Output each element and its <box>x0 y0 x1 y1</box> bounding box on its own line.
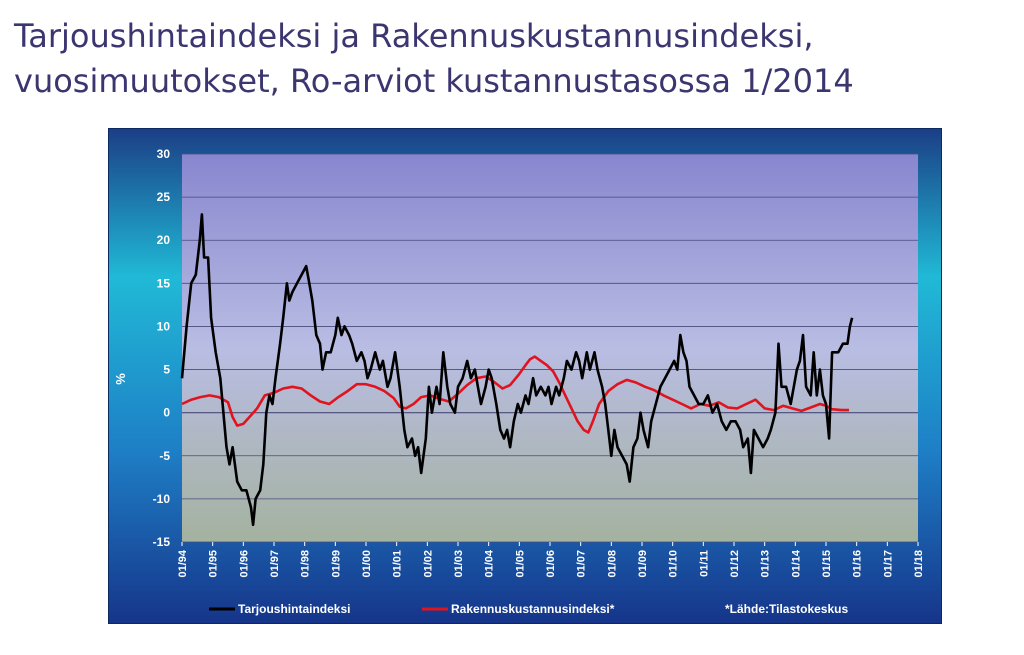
y-tick-label: -10 <box>153 492 171 506</box>
x-tick-label: 01/16 <box>852 550 864 578</box>
plot-area <box>182 154 918 542</box>
y-tick-label: 10 <box>157 319 171 333</box>
x-tick-label: 01/12 <box>729 550 741 578</box>
series-line-tarjoushintaindeksi <box>180 213 854 527</box>
series-line-rakennuskustannusindeksi <box>181 355 849 434</box>
x-tick-label: 01/10 <box>668 550 680 578</box>
slide-title-line2: vuosimuutokset, Ro-arviot kustannustasos… <box>14 62 854 100</box>
y-tick-label: 0 <box>163 406 170 420</box>
series-lines <box>180 213 854 527</box>
x-tick-label: 01/13 <box>760 550 772 578</box>
x-tick-label: 01/94 <box>177 549 189 577</box>
legend-label-tarjous: Tarjoushintaindeksi <box>238 602 350 616</box>
x-tick-label: 01/11 <box>698 550 710 577</box>
x-tick-label: 01/95 <box>208 550 220 578</box>
x-tick-label: 01/03 <box>453 550 465 578</box>
x-tick-label: 01/96 <box>238 550 250 578</box>
y-axis-ticks: 30 25 20 15 10 5 0 -5 -10 -15 <box>153 147 171 549</box>
y-tick-label: 25 <box>157 190 171 204</box>
y-axis-label: % <box>113 373 128 385</box>
slide-title: Tarjoushintaindeksi ja Rakennuskustannus… <box>14 14 1004 104</box>
x-tick-label: 01/06 <box>545 550 557 578</box>
y-tick-label: 30 <box>157 147 171 161</box>
x-tick-label: 01/07 <box>576 550 588 578</box>
x-tick-label: 01/14 <box>790 549 802 577</box>
chart-frame: 30 25 20 15 10 5 0 -5 -10 -15 01/94 01/95 01/96 01/9… <box>108 128 942 624</box>
x-tick-label: 01/05 <box>514 550 526 578</box>
y-tick-label: -15 <box>153 535 171 549</box>
x-tick-label: 01/04 <box>484 549 496 577</box>
x-tick-label: 01/00 <box>361 550 373 578</box>
y-tick-label: 5 <box>163 363 170 377</box>
x-tick-label: 01/15 <box>821 550 833 578</box>
x-tick-label: 01/08 <box>606 550 618 578</box>
y-tick-label: 15 <box>157 276 171 290</box>
x-tick-label: 01/98 <box>300 550 312 578</box>
x-axis-ticks: 01/94 01/95 01/96 01/97 01/98 01/99 01/00 01/01… <box>177 542 925 578</box>
x-tick-label: 01/17 <box>882 550 894 578</box>
x-tick-label: 01/02 <box>422 550 434 578</box>
x-tick-label: 01/09 <box>637 550 649 578</box>
source-note: *Lähde:Tilastokeskus <box>725 602 848 616</box>
x-tick-label: 01/18 <box>913 550 925 578</box>
legend: Tarjoushintaindeksi Rakennuskustannusind… <box>209 602 848 616</box>
x-tick-label: 01/99 <box>330 550 342 578</box>
x-tick-label: 01/97 <box>269 550 281 578</box>
slide-title-line1: Tarjoushintaindeksi ja Rakennuskustannus… <box>14 17 814 55</box>
x-tick-label: 01/01 <box>392 550 404 578</box>
legend-label-rakennus: Rakennuskustannusindeksi* <box>451 602 615 616</box>
y-tick-label: -5 <box>159 449 170 463</box>
y-tick-label: 20 <box>157 233 171 247</box>
